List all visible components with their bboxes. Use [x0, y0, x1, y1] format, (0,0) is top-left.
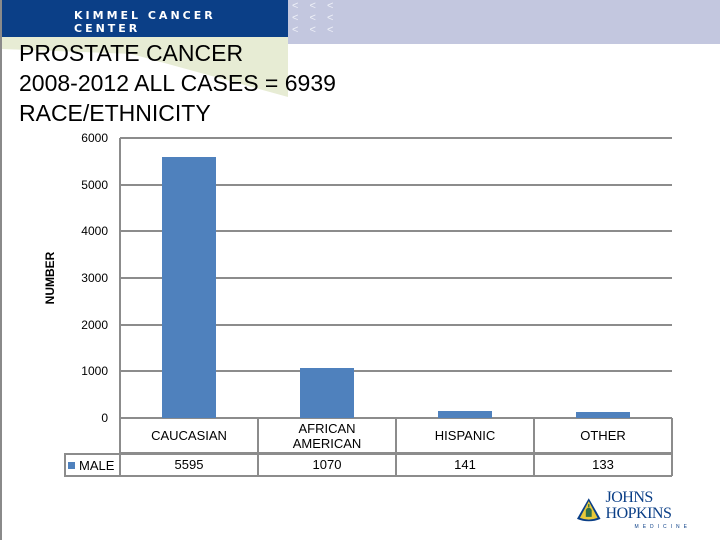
- logo-main-text: JOHNS HOPKINS: [605, 489, 672, 522]
- hopkins-shield-icon: [576, 498, 601, 522]
- legend-swatch-icon: [68, 461, 75, 469]
- category-label: OTHER: [580, 428, 626, 443]
- legend-item-male: MALE: [64, 454, 120, 476]
- y-axis-line: [119, 138, 121, 476]
- chevron-decoration-icon: < < < < < < < < <: [292, 0, 338, 36]
- y-tick-label: 2000: [81, 317, 108, 332]
- category-label: CAUCASIAN: [151, 428, 227, 443]
- bar-caucasian: [162, 156, 216, 418]
- data-table-value: 1070: [312, 457, 342, 472]
- table-divider: [64, 453, 66, 476]
- title-line-3: RACE/ETHNICITY: [19, 100, 211, 126]
- header-band: KIMMEL CANCER CENTER: [2, 0, 288, 37]
- table-divider: [395, 418, 397, 476]
- y-tick-label: 6000: [81, 131, 108, 145]
- table-divider: [533, 418, 535, 476]
- gridline: [120, 230, 672, 233]
- logo-sub-text: MEDICINE: [634, 524, 691, 530]
- slide-left-border: [0, 0, 2, 540]
- title-line-1: PROSTATE CANCER: [19, 40, 244, 66]
- gridline: [120, 370, 672, 373]
- data-table-value: 141: [454, 457, 476, 472]
- gridline: [120, 183, 672, 186]
- table-divider: [257, 418, 259, 476]
- gridline: [120, 277, 672, 279]
- y-tick-label: 4000: [81, 224, 108, 239]
- gridline: [120, 323, 672, 326]
- y-axis-label: NUMBER: [43, 251, 57, 305]
- y-tick-label: 1000: [81, 364, 108, 379]
- johns-hopkins-logo: JOHNS HOPKINS MEDICINE: [576, 490, 720, 530]
- bar-african-american: [300, 368, 354, 418]
- y-tick-label: 0: [101, 411, 108, 425]
- category-label: HISPANIC: [434, 428, 496, 443]
- y-tick-label: 3000: [81, 271, 108, 285]
- data-table-value: 133: [592, 457, 614, 472]
- org-name: KIMMEL CANCER CENTER: [74, 9, 216, 35]
- slide-title: PROSTATE CANCER 2008-2012 ALL CASES = 69…: [19, 38, 336, 128]
- table-divider: [671, 418, 673, 476]
- header-accent-band: [288, 0, 720, 44]
- category-label: AFRICAN AMERICAN: [292, 420, 362, 451]
- data-table-value: 5595: [174, 457, 204, 472]
- gridline: [120, 137, 672, 139]
- table-divider: [64, 475, 672, 477]
- title-line-2: 2008-2012 ALL CASES = 6939: [19, 70, 336, 96]
- table-divider: [64, 453, 672, 455]
- bar-hispanic: [438, 411, 492, 418]
- y-tick-label: 5000: [81, 177, 108, 192]
- bar-other: [576, 411, 630, 418]
